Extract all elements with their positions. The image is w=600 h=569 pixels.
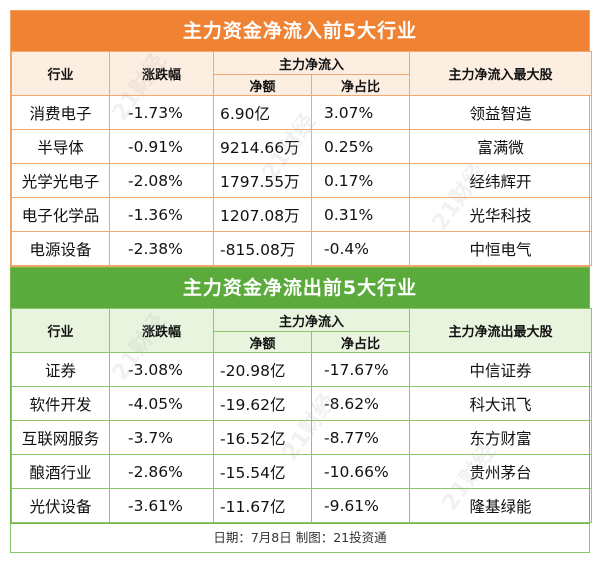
inflow-table: 行业 涨跌幅 主力净流入 主力净流入最大股 净额 净占比 消费电子 -1.73%… — [11, 51, 593, 266]
header-industry: 行业 — [11, 308, 110, 353]
cell-industry: 软件开发 — [11, 386, 110, 421]
inflow-title: 主力资金净流入前5大行业 — [11, 11, 589, 51]
cell-ratio: -8.77% — [310, 420, 411, 455]
outflow-title: 主力资金净流出前5大行业 — [11, 268, 589, 308]
cell-stock: 中信证券 — [409, 352, 593, 387]
cell-change: -2.86% — [109, 454, 214, 489]
table-row: 光伏设备 -3.61% -11.67亿 -9.61% 隆基绿能 — [11, 488, 593, 523]
header-industry: 行业 — [11, 51, 110, 96]
cell-industry: 电源设备 — [11, 231, 110, 266]
cell-ratio: -0.4% — [310, 231, 411, 266]
page: 主力资金净流入前5大行业 行业 涨跌幅 主力净流入 主力净流入最大股 净额 净占… — [10, 10, 593, 553]
cell-industry: 互联网服务 — [11, 420, 110, 455]
cell-amount: -20.98亿 — [213, 352, 312, 387]
cell-change: -3.7% — [109, 420, 214, 455]
cell-stock: 科大讯飞 — [409, 386, 593, 421]
cell-amount: 1797.55万 — [213, 163, 312, 198]
cell-stock: 隆基绿能 — [409, 488, 593, 523]
cell-ratio: -9.61% — [310, 488, 411, 523]
table-row: 证券 -3.08% -20.98亿 -17.67% 中信证券 — [11, 352, 593, 387]
cell-amount: 6.90亿 — [213, 95, 312, 130]
cell-ratio: 0.25% — [310, 129, 411, 164]
cell-amount: 1207.08万 — [213, 197, 312, 232]
table-row: 酿酒行业 -2.86% -15.54亿 -10.66% 贵州茅台 — [11, 454, 593, 489]
cell-industry: 光伏设备 — [11, 488, 110, 523]
cell-stock: 中恒电气 — [409, 231, 593, 266]
cell-change: -1.73% — [109, 95, 214, 130]
cell-stock: 经纬辉开 — [409, 163, 593, 198]
outflow-table: 行业 涨跌幅 主力净流入 主力净流出最大股 净额 净占比 证券 -3.08% -… — [11, 308, 593, 523]
header-change: 涨跌幅 — [109, 51, 214, 96]
cell-change: -3.08% — [109, 352, 214, 387]
cell-industry: 电子化学品 — [11, 197, 110, 232]
cell-stock: 贵州茅台 — [409, 454, 593, 489]
cell-ratio: 0.17% — [310, 163, 411, 198]
cell-industry: 半导体 — [11, 129, 110, 164]
cell-stock: 光华科技 — [409, 197, 593, 232]
cell-ratio: -17.67% — [310, 352, 411, 387]
cell-amount: -19.62亿 — [213, 386, 312, 421]
cell-industry: 证券 — [11, 352, 110, 387]
table-row: 电源设备 -2.38% -815.08万 -0.4% 中恒电气 — [11, 231, 593, 266]
header-change: 涨跌幅 — [109, 308, 214, 353]
cell-change: -4.05% — [109, 386, 214, 421]
cell-industry: 光学光电子 — [11, 163, 110, 198]
cell-amount: 9214.66万 — [213, 129, 312, 164]
cell-change: -3.61% — [109, 488, 214, 523]
cell-ratio: -8.62% — [310, 386, 411, 421]
table-row: 消费电子 -1.73% 6.90亿 3.07% 领益智造 — [11, 95, 593, 130]
header-top-stock: 主力净流出最大股 — [409, 308, 593, 353]
cell-change: -1.36% — [109, 197, 214, 232]
cell-change: -2.38% — [109, 231, 214, 266]
cell-ratio: 0.31% — [310, 197, 411, 232]
cell-amount: -11.67亿 — [213, 488, 312, 523]
cell-stock: 富满微 — [409, 129, 593, 164]
cell-industry: 消费电子 — [11, 95, 110, 130]
table-row: 电子化学品 -1.36% 1207.08万 0.31% 光华科技 — [11, 197, 593, 232]
cell-change: -0.91% — [109, 129, 214, 164]
cell-ratio: 3.07% — [310, 95, 411, 130]
header-net-amount: 净额 — [213, 74, 312, 96]
cell-stock: 东方财富 — [409, 420, 593, 455]
table-row: 软件开发 -4.05% -19.62亿 -8.62% 科大讯飞 — [11, 386, 593, 421]
header-top-stock: 主力净流入最大股 — [409, 51, 593, 96]
outflow-section: 主力资金净流出前5大行业 行业 涨跌幅 主力净流入 主力净流出最大股 净额 净占… — [10, 267, 593, 524]
header-net-ratio: 净占比 — [310, 331, 411, 353]
cell-amount: -815.08万 — [213, 231, 312, 266]
cell-stock: 领益智造 — [409, 95, 593, 130]
cell-industry: 酿酒行业 — [11, 454, 110, 489]
footer-credit: 日期：7月8日 制图：21投资通 — [10, 524, 590, 553]
table-row: 互联网服务 -3.7% -16.52亿 -8.77% 东方财富 — [11, 420, 593, 455]
header-net-group: 主力净流入 — [212, 308, 411, 332]
cell-change: -2.08% — [109, 163, 214, 198]
cell-ratio: -10.66% — [310, 454, 411, 489]
cell-amount: -16.52亿 — [213, 420, 312, 455]
table-row: 半导体 -0.91% 9214.66万 0.25% 富满微 — [11, 129, 593, 164]
cell-amount: -15.54亿 — [213, 454, 312, 489]
header-net-amount: 净额 — [213, 331, 312, 353]
header-net-ratio: 净占比 — [310, 74, 411, 96]
header-net-group: 主力净流入 — [212, 51, 411, 75]
table-row: 光学光电子 -2.08% 1797.55万 0.17% 经纬辉开 — [11, 163, 593, 198]
inflow-section: 主力资金净流入前5大行业 行业 涨跌幅 主力净流入 主力净流入最大股 净额 净占… — [10, 10, 593, 267]
